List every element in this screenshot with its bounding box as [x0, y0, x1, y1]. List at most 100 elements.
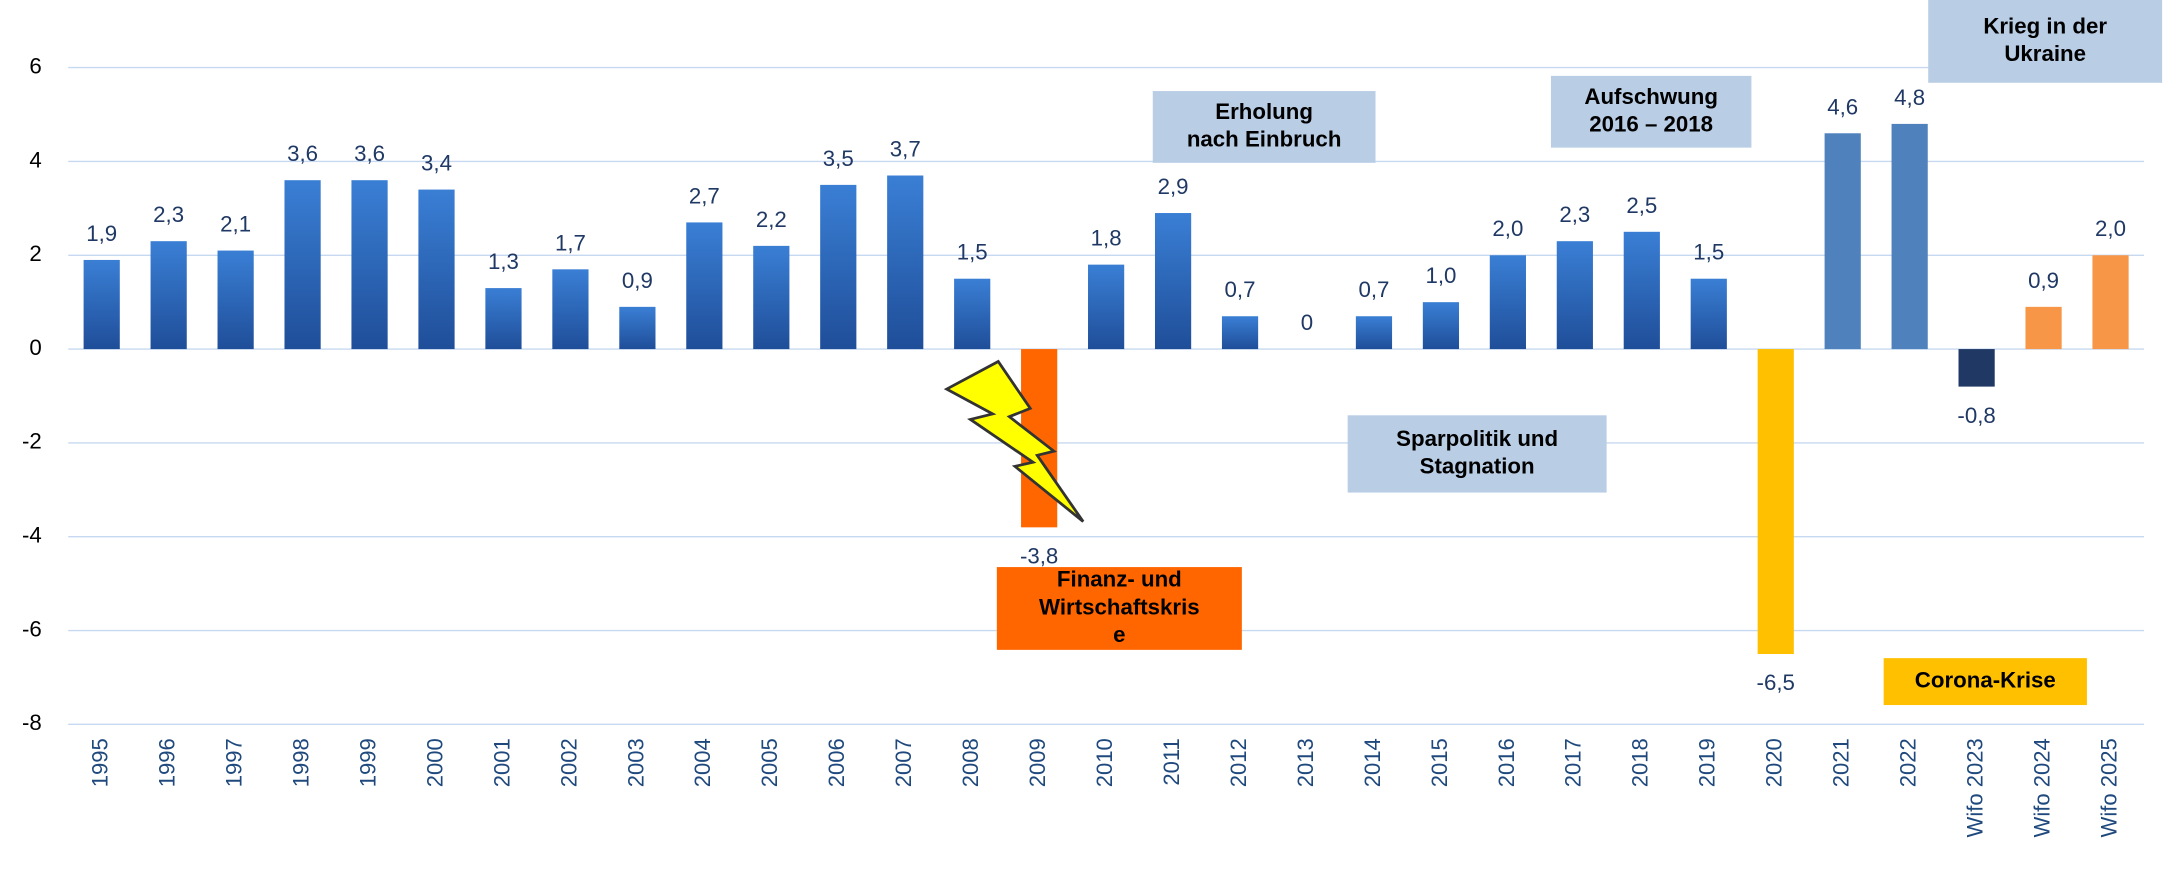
x-tick-label: 2000: [422, 738, 447, 787]
bar: [954, 278, 991, 350]
x-tick-label: 2022: [1895, 738, 1920, 787]
bar: [1958, 349, 1995, 387]
value-label: 3,7: [890, 137, 921, 162]
annotation-box: [1550, 75, 1752, 148]
x-tick-label: 2008: [958, 738, 983, 787]
x-tick-label: 2001: [489, 738, 514, 787]
value-label: -6,5: [1757, 670, 1795, 695]
value-label: 1,9: [86, 221, 117, 246]
y-tick-label: -6: [22, 616, 42, 641]
x-tick-label: 2003: [623, 738, 648, 787]
annotation-text: nach Einbruch: [1187, 127, 1342, 152]
value-label: 1,5: [1693, 240, 1724, 265]
bar: [2092, 255, 2129, 350]
annotation-box: [1883, 658, 2087, 706]
bar: [1489, 255, 1526, 350]
bar: [1556, 241, 1593, 350]
value-label: 3,4: [421, 151, 452, 176]
bar: [1623, 231, 1660, 350]
annotation-text: Ukraine: [2004, 41, 2086, 66]
x-tick-label: 2009: [1025, 738, 1050, 787]
value-label: 3,5: [823, 146, 854, 171]
x-tick-label: 2011: [1159, 738, 1184, 785]
value-label: 0,9: [2028, 268, 2059, 293]
bar: [552, 269, 589, 350]
bar: [351, 180, 388, 350]
bar: [1221, 316, 1259, 350]
annotation-box: [1347, 415, 1607, 493]
y-tick-label: -4: [22, 523, 42, 548]
x-tick-label: 2006: [824, 738, 849, 787]
annotation-text: Aufschwung: [1584, 84, 1718, 109]
bar: [1757, 349, 1794, 654]
x-tick-label: 2018: [1628, 738, 1653, 787]
y-tick-label: 4: [29, 147, 41, 172]
bar: [1422, 302, 1460, 350]
bar: [820, 184, 857, 350]
value-label: 1,3: [488, 249, 519, 274]
bar: [753, 245, 790, 350]
value-label: 3,6: [287, 141, 318, 166]
bar: [284, 180, 321, 350]
value-label: 4,8: [1894, 85, 1925, 110]
lightning-icon: [943, 359, 1085, 523]
x-tick-label: Wifo 2024: [2029, 738, 2054, 837]
value-label: 2,0: [1492, 216, 1523, 241]
value-label: 2,1: [220, 212, 251, 237]
value-label: 2,2: [756, 207, 787, 232]
bar: [686, 222, 723, 350]
y-tick-label: -8: [22, 710, 42, 735]
value-label: 4,6: [1827, 94, 1858, 119]
annotation-box: [1928, 0, 2163, 83]
x-tick-label: 1996: [154, 738, 179, 787]
bar: [1690, 278, 1727, 350]
bar: [887, 175, 924, 350]
y-tick-label: 2: [29, 241, 41, 266]
x-tick-label: 2019: [1695, 738, 1720, 787]
value-label: -3,8: [1020, 544, 1058, 569]
x-tick-label: 1998: [288, 738, 313, 787]
value-label: 1,0: [1425, 263, 1456, 288]
y-tick-label: 0: [29, 335, 41, 360]
x-tick-label: 2005: [757, 738, 782, 787]
annotation-text: Corona-Krise: [1915, 668, 2056, 693]
bar: [418, 189, 455, 350]
annotation-text: Finanz- und: [1057, 567, 1182, 592]
x-tick-label: 1999: [355, 738, 380, 787]
value-label: 2,3: [153, 202, 184, 227]
x-tick-label: 2007: [891, 738, 916, 787]
x-tick-label: 2010: [1092, 738, 1117, 787]
x-tick-label: 2012: [1226, 738, 1251, 787]
bar: [217, 250, 254, 350]
value-label: 0,7: [1225, 277, 1256, 302]
annotation-box: [1152, 91, 1376, 163]
value-label: 0,7: [1358, 277, 1389, 302]
value-label: 2,3: [1559, 202, 1590, 227]
x-tick-label: 2004: [690, 738, 715, 787]
bar: [619, 306, 656, 350]
bar: [2025, 306, 2062, 350]
x-tick-label: 2014: [1360, 738, 1385, 787]
y-tick-label: 6: [29, 54, 41, 79]
x-tick-label: 2013: [1293, 738, 1318, 787]
value-label: 1,8: [1091, 226, 1122, 251]
x-tick-label: 2021: [1828, 738, 1853, 787]
x-tick-label: 1997: [221, 738, 246, 787]
value-label: 2,0: [2095, 216, 2126, 241]
annotation-box: [996, 567, 1242, 650]
value-label: 1,5: [957, 240, 988, 265]
annotation-text: Krieg in der: [1983, 14, 2107, 39]
bar: [1355, 316, 1393, 350]
x-tick-label: 2017: [1561, 738, 1586, 787]
bar: [1891, 123, 1928, 350]
value-label: 3,6: [354, 141, 385, 166]
x-tick-label: 2002: [556, 738, 581, 787]
bar: [150, 241, 187, 350]
annotation-text: 2016 – 2018: [1589, 111, 1713, 136]
annotation-text: Wirtschaftskris: [1039, 594, 1200, 619]
y-tick-label: -2: [22, 429, 42, 454]
x-tick-label: Wifo 2023: [1962, 738, 1987, 837]
x-tick-label: Wifo 2025: [2096, 738, 2121, 837]
x-tick-label: 2015: [1427, 738, 1452, 787]
